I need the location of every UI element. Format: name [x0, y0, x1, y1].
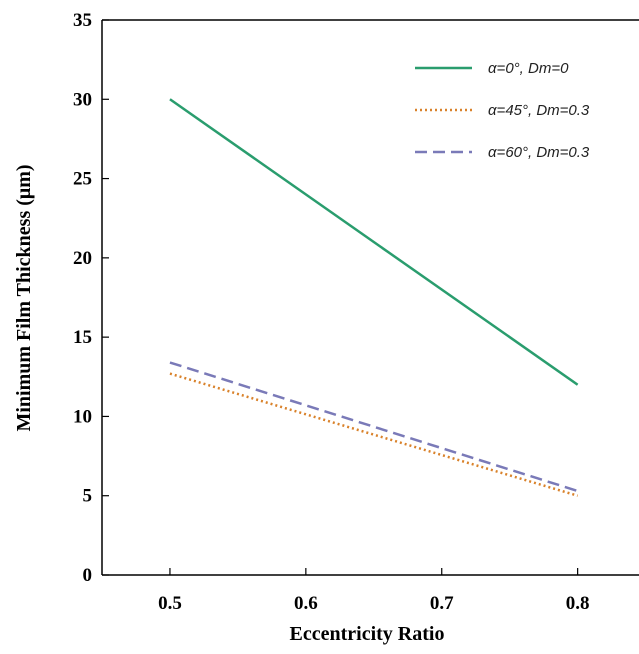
series-line	[169, 372, 578, 497]
y-tick-label: 35	[73, 10, 92, 31]
legend-label: α=60°, Dm=0.3	[488, 144, 590, 161]
y-tick-label: 20	[73, 248, 92, 269]
y-tick-label: 5	[83, 486, 93, 507]
x-axis-label: Eccentricity Ratio	[290, 623, 445, 645]
x-tick-label: 0.6	[294, 593, 318, 614]
series-line	[169, 98, 579, 386]
y-tick-label: 15	[73, 327, 92, 348]
legend-label: α=45°, Dm=0.3	[488, 102, 590, 119]
y-axis-label: Minimum Film Thickness (μm)	[13, 164, 35, 431]
x-tick-label: 0.5	[158, 593, 182, 614]
series-line	[169, 361, 579, 493]
y-tick-label: 25	[73, 169, 92, 190]
x-tick-label: 0.8	[566, 593, 590, 614]
y-tick-label: 10	[73, 406, 92, 427]
y-tick-label: 30	[73, 89, 92, 110]
y-tick-label: 0	[83, 565, 93, 586]
x-tick-label: 0.7	[430, 593, 454, 614]
legend-label: α=0°, Dm=0	[488, 60, 569, 77]
